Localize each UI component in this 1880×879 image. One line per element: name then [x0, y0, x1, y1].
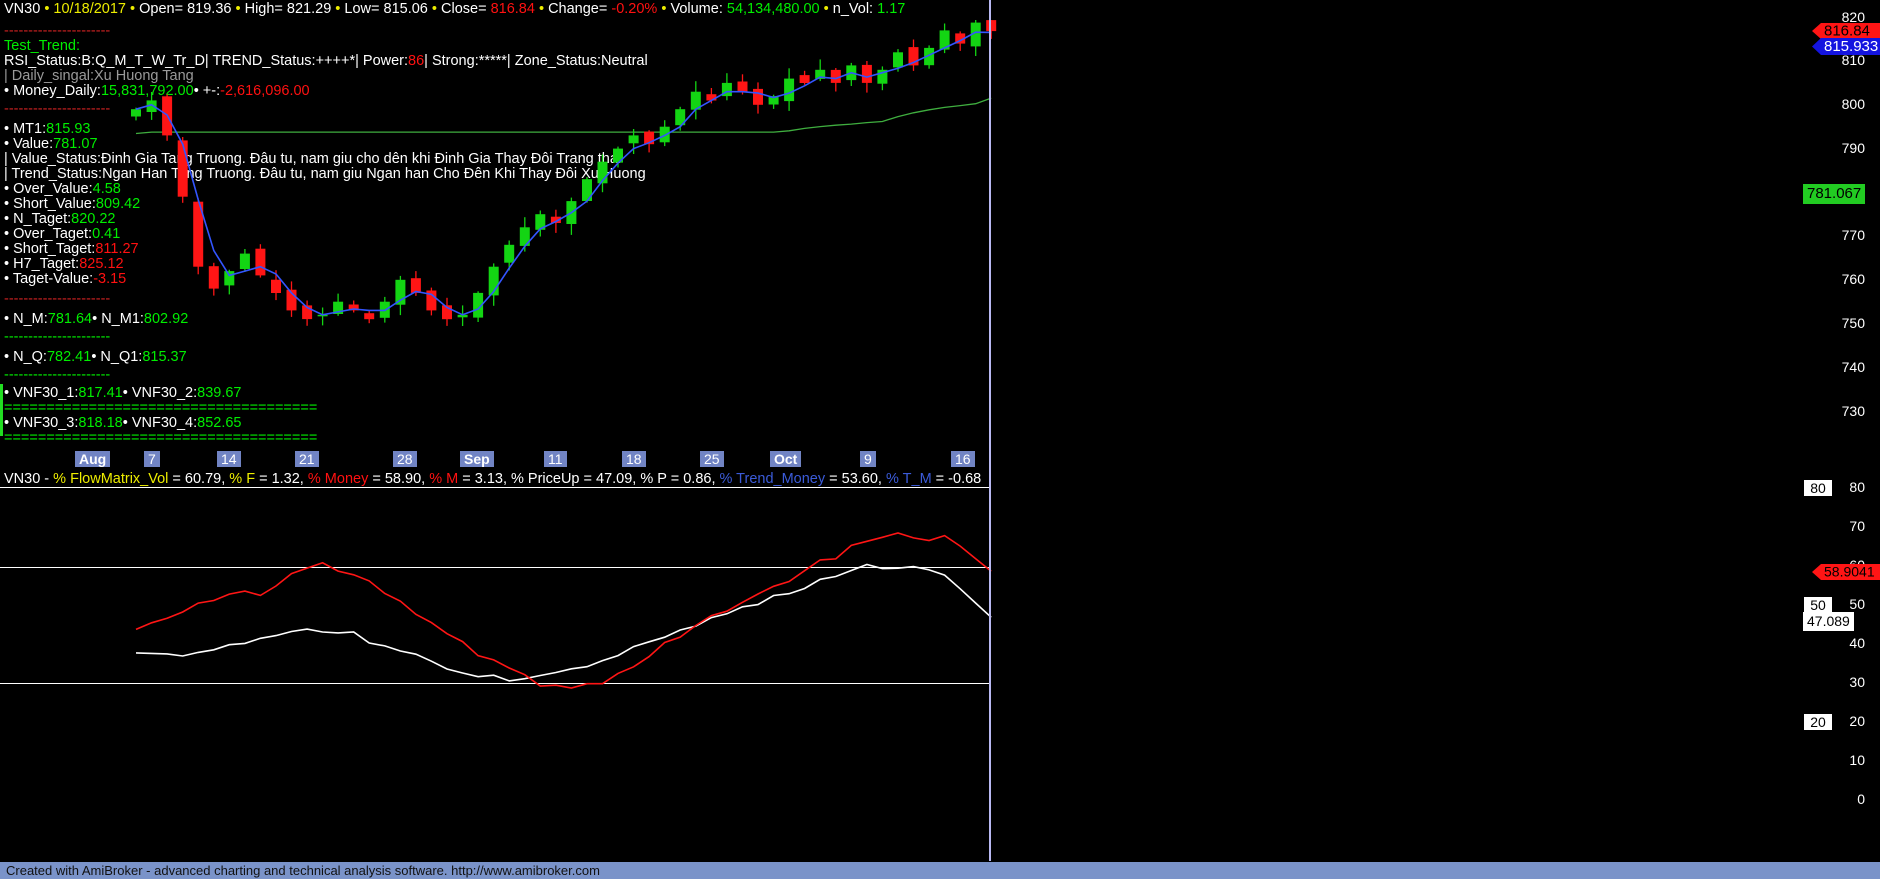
svg-text:58.9041: 58.9041 — [1824, 564, 1875, 580]
svg-text:816.84: 816.84 — [1824, 23, 1870, 40]
